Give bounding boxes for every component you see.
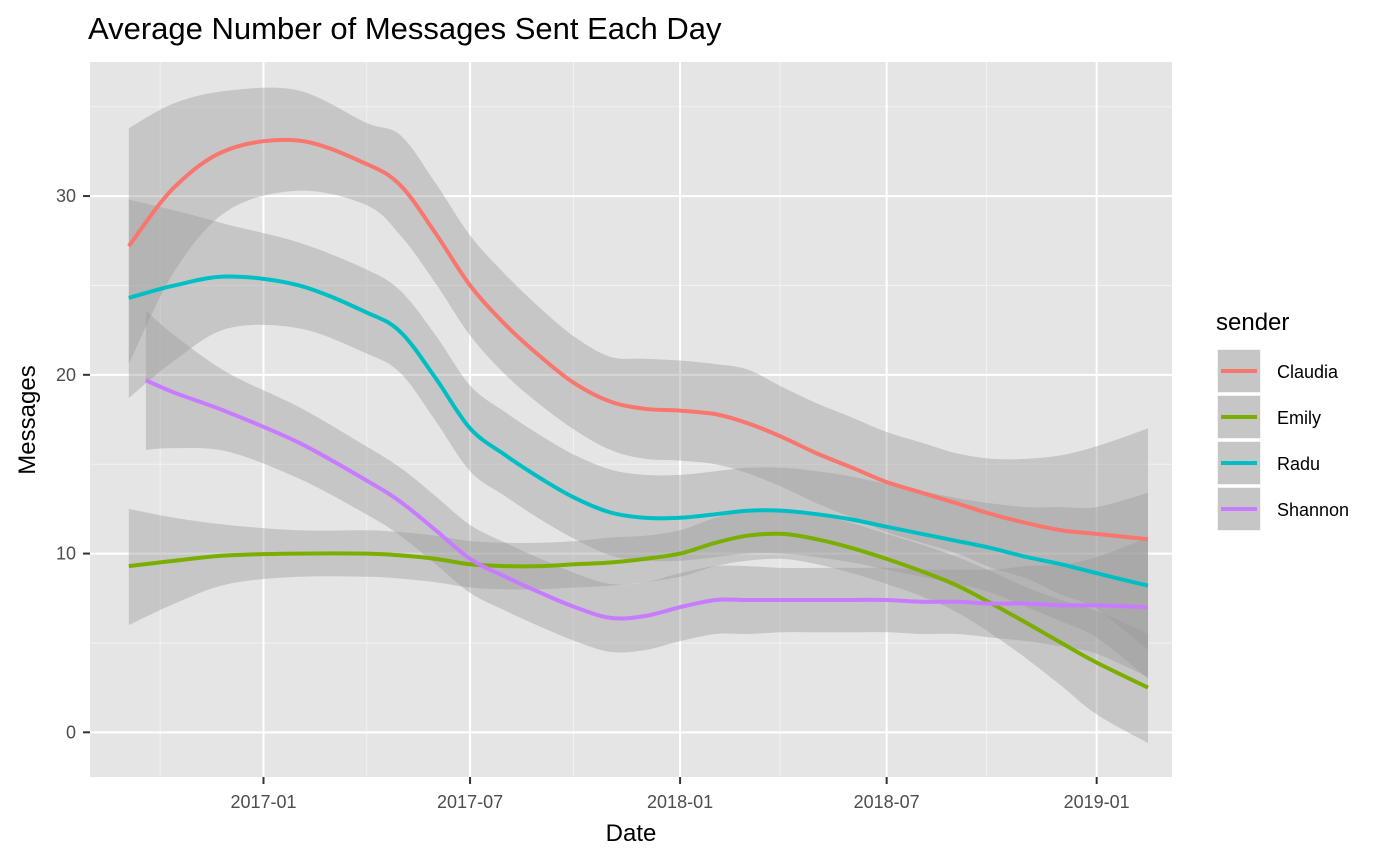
confidence-band-claudia — [128, 87, 1149, 651]
legend-label-claudia: Claudia — [1277, 362, 1339, 382]
y-axis-title: Messages — [14, 365, 41, 474]
legend-label-emily: Emily — [1277, 408, 1321, 428]
y-axis: 0 10 20 30 — [56, 186, 90, 742]
x-tick-label: 2019-01 — [1064, 792, 1130, 812]
x-tick-label: 2018-07 — [854, 792, 920, 812]
y-tick-label: 20 — [56, 365, 76, 385]
x-tick-label: 2017-07 — [437, 792, 503, 812]
x-tick-label: 2018-01 — [647, 792, 713, 812]
series-line-emily — [128, 531, 1149, 690]
legend-label-radu: Radu — [1277, 454, 1320, 474]
confidence-band-emily — [128, 508, 1149, 743]
legend-title: sender — [1216, 309, 1289, 336]
minor-gridlines — [90, 62, 1172, 777]
y-tick-label: 30 — [56, 186, 76, 206]
y-tick-label: 0 — [66, 722, 76, 742]
series-line-radu — [128, 274, 1149, 588]
x-tick-label: 2017-01 — [230, 792, 296, 812]
chart-title: Average Number of Messages Sent Each Day — [88, 11, 722, 46]
y-tick-label: 10 — [56, 544, 76, 564]
legend-label-shannon: Shannon — [1277, 500, 1349, 520]
x-axis: 2017-01 2017-07 2018-01 2018-07 2019-01 — [230, 777, 1130, 812]
x-axis-title: Date — [606, 820, 657, 847]
series-lines — [127, 137, 1149, 690]
series-line-shannon — [145, 378, 1149, 621]
plot-panel — [90, 62, 1172, 777]
confidence-band-shannon — [145, 310, 1148, 677]
series-line-claudia — [127, 137, 1149, 542]
legend: sender Claudia Emily Radu Shannon — [1216, 309, 1349, 532]
